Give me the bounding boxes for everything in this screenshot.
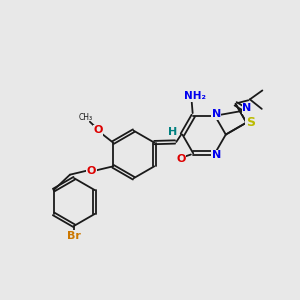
Text: N: N: [242, 103, 251, 113]
Text: N: N: [212, 109, 221, 119]
Text: NH₂: NH₂: [184, 92, 206, 101]
Text: S: S: [246, 116, 255, 129]
Text: CH₃: CH₃: [79, 113, 93, 122]
Text: N: N: [212, 150, 221, 160]
Text: O: O: [94, 125, 103, 135]
Text: O: O: [176, 154, 185, 164]
Text: H: H: [168, 128, 177, 137]
Text: O: O: [87, 166, 96, 176]
Text: Br: Br: [67, 231, 81, 241]
